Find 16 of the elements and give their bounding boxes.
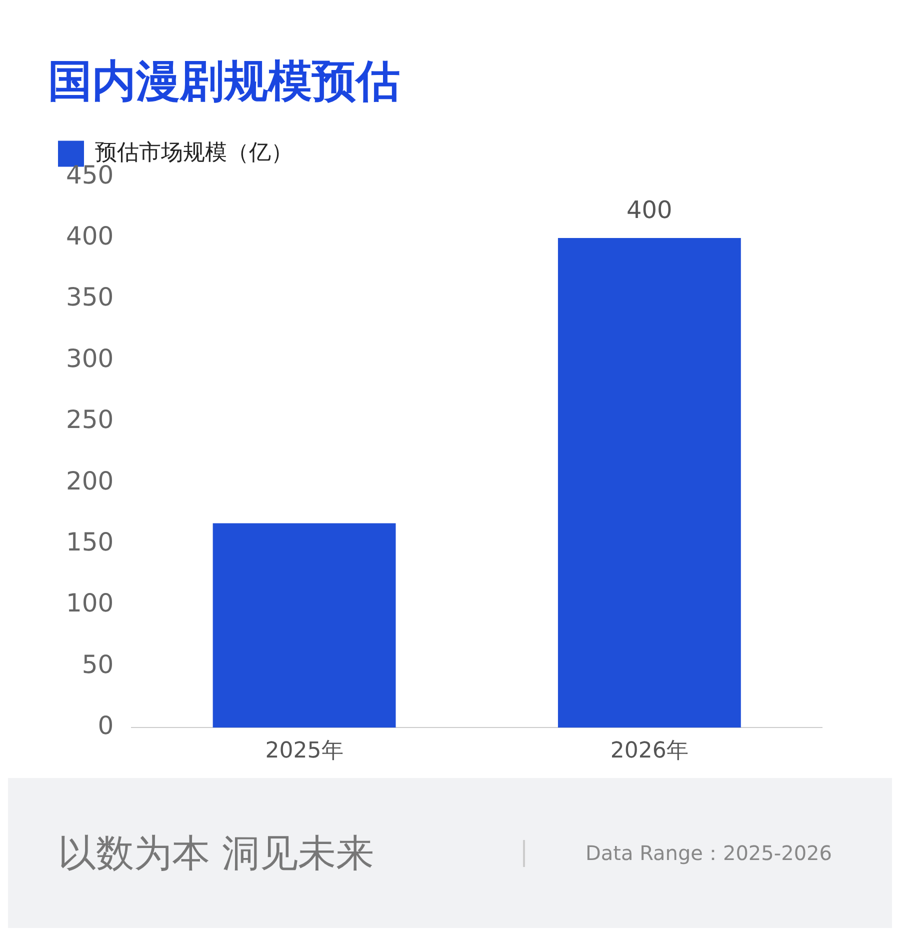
y-tick-label: 200 — [66, 466, 114, 496]
y-tick-label: 50 — [82, 650, 114, 679]
y-tick-label: 0 — [98, 711, 114, 740]
y-tick-label: 300 — [66, 344, 114, 373]
y-tick-label: 150 — [66, 528, 114, 556]
data-label: 400 — [626, 196, 672, 224]
y-tick-label: 250 — [66, 405, 114, 434]
y-tick-label: 400 — [66, 222, 114, 250]
y-tick-label: 350 — [66, 282, 114, 312]
chart-title: 国内漫剧规模预估 — [48, 56, 400, 107]
legend-label: 预估市场规模（亿） — [95, 140, 293, 166]
x-tick-label: 2025年 — [265, 738, 344, 764]
x-tick-label: 2026年 — [610, 738, 688, 764]
text: 以数为本 洞见未来 — [58, 830, 374, 876]
text: Data Range：2025-2026 — [523, 840, 832, 866]
y-tick-label: 100 — [66, 588, 114, 618]
